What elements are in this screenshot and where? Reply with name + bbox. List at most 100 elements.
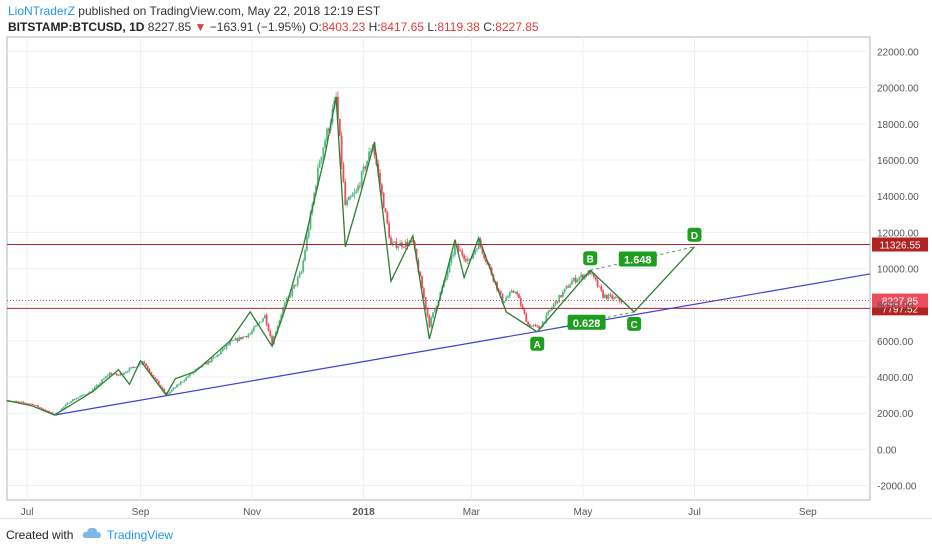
candle-body xyxy=(97,384,100,386)
ratio-badge xyxy=(567,314,606,330)
candle-body xyxy=(304,250,306,261)
candle-body xyxy=(185,377,188,381)
author-link[interactable]: LioNTraderZ xyxy=(8,4,75,18)
candle-body xyxy=(340,135,343,165)
low-value: 8119.38 xyxy=(437,20,480,34)
candle-body xyxy=(104,376,107,379)
candle-body xyxy=(525,313,528,322)
candle-body xyxy=(603,294,606,298)
candle-body xyxy=(305,236,308,251)
candle-body xyxy=(444,277,447,281)
candle-body xyxy=(249,333,252,335)
candle-body xyxy=(172,388,175,391)
candle-body xyxy=(60,408,63,411)
candle-body xyxy=(81,394,83,397)
candle-body xyxy=(503,301,506,303)
candle-body xyxy=(613,297,615,299)
candle-body xyxy=(77,397,80,399)
candle-body xyxy=(499,290,502,295)
candle-body xyxy=(435,305,438,310)
candle-body xyxy=(307,229,310,237)
candle-body xyxy=(424,297,427,308)
candle-body xyxy=(124,371,127,374)
symbol-label[interactable]: BITSTAMP:BTCUSD, 1D xyxy=(8,20,145,34)
candle-body xyxy=(300,271,303,274)
candle-body xyxy=(44,409,47,411)
time-axis[interactable]: Jul Sep Nov 2018 Mar May Jul Sep xyxy=(21,507,817,518)
candle-body xyxy=(607,294,610,299)
y-tick-label: 8000.00 xyxy=(877,301,914,312)
candle-body xyxy=(229,341,231,345)
candle-body xyxy=(294,284,297,286)
candle-body xyxy=(475,248,478,251)
candle-body xyxy=(188,373,191,377)
tradingview-brand[interactable]: TradingView xyxy=(107,528,174,542)
change-value: −163.91 (−1.95%) xyxy=(209,20,306,34)
candle-body xyxy=(62,406,65,409)
candle-body xyxy=(84,394,87,396)
candle-body xyxy=(320,156,323,162)
candle-body xyxy=(346,200,348,205)
y-tick-label: 12000.00 xyxy=(877,228,919,239)
candle-body xyxy=(252,327,255,331)
x-tick-label: May xyxy=(573,507,592,518)
candle-body xyxy=(589,270,592,275)
candle-body xyxy=(271,336,274,345)
candle-body xyxy=(618,297,621,301)
candle-body xyxy=(37,405,39,408)
candle-body xyxy=(15,401,18,402)
high-label: H: xyxy=(368,20,381,34)
candle-body xyxy=(106,375,109,377)
candle-body xyxy=(209,360,211,362)
x-tick-label: Nov xyxy=(243,507,261,518)
candle-body xyxy=(353,192,356,196)
candle-body xyxy=(428,315,431,327)
candle-body xyxy=(170,390,173,392)
point-label-b: B xyxy=(587,254,594,265)
candle-body xyxy=(302,260,305,272)
y-tick-label: 0.00 xyxy=(877,445,897,456)
candle-body xyxy=(24,402,27,404)
candle-body xyxy=(223,348,226,350)
candle-body xyxy=(390,237,392,245)
candle-body xyxy=(620,300,623,303)
candle-body xyxy=(205,363,208,365)
candle-body xyxy=(177,384,180,386)
candle-body xyxy=(349,196,352,198)
candle-body xyxy=(563,288,566,292)
candle-body xyxy=(600,286,603,291)
y-tick-label: 2000.00 xyxy=(877,409,914,420)
candle-body xyxy=(514,292,517,293)
candle-body xyxy=(419,272,422,277)
candle-body xyxy=(309,212,312,230)
candle-body xyxy=(454,245,456,255)
candle-body xyxy=(388,223,391,238)
candle-body xyxy=(561,291,564,297)
open-value: 8403.23 xyxy=(321,20,366,34)
low-label: L: xyxy=(427,20,438,34)
point-label-a: A xyxy=(534,340,541,351)
candle-body xyxy=(263,314,266,319)
y-tick-label: 6000.00 xyxy=(877,337,914,348)
candle-body xyxy=(466,259,469,261)
candle-body xyxy=(39,407,41,408)
candle-body xyxy=(225,345,228,349)
candle-body xyxy=(243,336,246,337)
candle-body xyxy=(523,308,526,314)
candle-body xyxy=(461,250,464,256)
candle-body xyxy=(79,396,82,398)
candle-body xyxy=(251,330,253,334)
candle-body xyxy=(247,334,250,338)
candle-body xyxy=(254,325,257,328)
candle-body xyxy=(291,288,294,296)
candle-body xyxy=(550,307,553,310)
candle-body xyxy=(220,351,222,355)
candle-body xyxy=(289,295,292,297)
candle-body xyxy=(315,185,317,193)
candle-body xyxy=(505,297,508,302)
candle-body xyxy=(262,318,264,322)
candle-body xyxy=(143,361,146,364)
price-axis[interactable]: 22000.00 20000.00 18000.00 16000.00 14000.00… xyxy=(877,47,919,492)
